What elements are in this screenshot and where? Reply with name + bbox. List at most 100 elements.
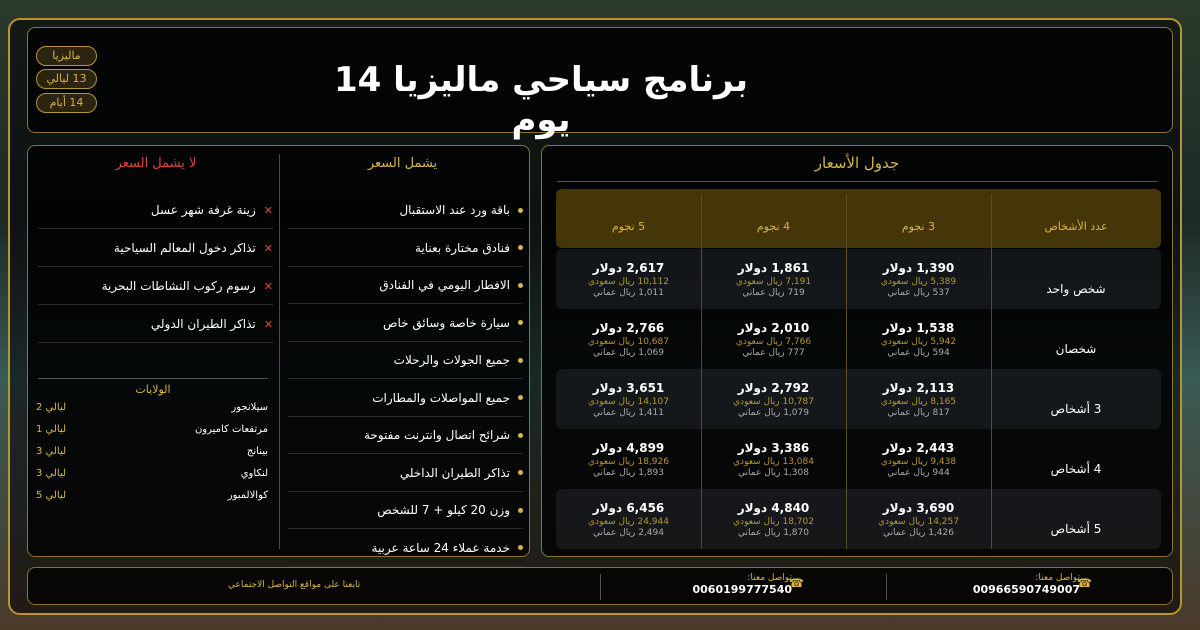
column-divider: [991, 194, 992, 549]
include-item: سيارة خاصة وسائق خاص: [288, 305, 523, 342]
item-label: تذاكر الطيران الداخلي: [399, 465, 510, 480]
phone-number[interactable]: 0060199777540: [692, 583, 793, 596]
item-label: خدمة عملاء 24 ساعة عربية: [371, 540, 511, 555]
state-row: 3 ليالي بينانج: [36, 440, 268, 462]
price-omr: 1,079 ريال عماني: [738, 408, 809, 418]
price-cell: 2,113 دولار 8,165 ريال سعودي 817 ريال عمان…: [846, 369, 991, 429]
item-label: الافطار اليومي في الفنادق: [379, 278, 510, 292]
contact-malaysia: تواصل معنا: 0060199777540: [693, 573, 793, 596]
state-row: 1 ليالي مرتفعات كاميرون: [36, 418, 268, 440]
price-sar: 7,191 ريال سعودي: [735, 277, 812, 287]
nights-badge: 13 ليالي: [36, 69, 97, 89]
price-sar: 8,165 ريال سعودي: [880, 397, 957, 407]
bullet-icon: [518, 245, 523, 250]
price-sar: 24,944 ريال سعودي: [588, 517, 669, 527]
item-label: فنادق مختارة بعناية: [414, 240, 510, 255]
state-name: بينانج: [246, 445, 268, 457]
item-label: وزن 20 كيلو + 7 للشخص: [377, 503, 510, 517]
price-sar: 13,084 ريال سعودي: [733, 457, 814, 467]
price-omr: 1,893 ريال عماني: [593, 468, 664, 478]
price-sar: 10,112 ريال سعودي: [588, 277, 669, 287]
header-5-stars: 5 نجوم: [611, 220, 646, 233]
table-row: شخص واحد 1,390 دولار 5,389 ريال سعودي 537 ر…: [556, 249, 1161, 309]
price-cell: 3,386 دولار 13,084 ريال سعودي 1,308 ريال ع…: [701, 429, 846, 489]
price-omr: 777 ريال عماني: [742, 348, 805, 358]
inclusions-panel: يشمل السعر لا يشمل السعر باقة ورد عند ال…: [27, 145, 530, 567]
price-cell: 6,456 دولار 24,944 ريال سعودي 2,494 ريال ع…: [556, 489, 701, 549]
price-sar: 10,687 ريال سعودي: [588, 337, 669, 347]
price-usd: 2,617 دولار: [592, 261, 665, 275]
price-table-title: جدول الأسعار: [557, 154, 1157, 182]
state-nights: 5 ليالي: [36, 489, 67, 501]
phone-icon: ☎: [1077, 576, 1092, 590]
price-usd: 6,456 دولار: [592, 501, 665, 515]
contact-saudi: تواصل معنا: 00966590749007: [973, 573, 1080, 596]
x-icon: ✕: [263, 241, 273, 255]
table-row: 5 أشخاص 3,690 دولار 14,257 ريال سعودي 1,426…: [556, 489, 1161, 549]
header-3-stars: 3 نجوم: [901, 220, 936, 233]
price-cell: 4,840 دولار 18,702 ريال سعودي 1,870 ريال ع…: [701, 489, 846, 549]
exclude-item: تذاكر الطيران الدولي ✕: [38, 306, 273, 343]
price-cell: 2,617 دولار 10,112 ريال سعودي 1,011 ريال ع…: [556, 249, 701, 309]
include-item: الافطار اليومي في الفنادق: [288, 267, 523, 304]
price-sar: 7,766 ريال سعودي: [735, 337, 812, 347]
table-row: 3 أشخاص 2,113 دولار 8,165 ريال سعودي 817 ري…: [556, 369, 1161, 429]
item-label: تذاكر الطيران الدولي: [150, 317, 256, 331]
price-cell: 1,538 دولار 5,942 ريال سعودي 594 ريال عمان…: [846, 309, 991, 369]
table-row: شخصان 1,538 دولار 5,942 ريال سعودي 594 ريال…: [556, 309, 1161, 369]
price-omr: 1,308 ريال عماني: [738, 468, 809, 478]
include-item: تذاكر الطيران الداخلي: [288, 455, 523, 492]
price-cell: 4,899 دولار 18,926 ريال سعودي 1,893 ريال ع…: [556, 429, 701, 489]
phone-number[interactable]: 00966590749007: [972, 583, 1080, 596]
state-row: 2 ليالي سيلانجور: [36, 396, 268, 418]
price-sar: 5,942 ريال سعودي: [880, 337, 957, 347]
item-label: جميع المواصلات والمطارات: [372, 390, 510, 405]
price-panel: جدول الأسعار عدد الأشخاص 3 نجوم 4 نجوم 5…: [541, 145, 1173, 557]
include-item: جميع المواصلات والمطارات: [288, 380, 523, 417]
x-icon: ✕: [263, 317, 273, 331]
persons-cell: 5 أشخاص: [1050, 522, 1102, 536]
price-cell: 1,390 دولار 5,389 ريال سعودي 537 ريال عمان…: [846, 249, 991, 309]
price-omr: 719 ريال عماني: [742, 288, 805, 298]
price-usd: 4,840 دولار: [737, 501, 810, 515]
exclude-item: زينة غرفة شهر عسل ✕: [38, 192, 273, 229]
price-usd: 2,443 دولار: [882, 441, 955, 455]
price-omr: 1,069 ريال عماني: [593, 348, 664, 358]
excludes-title: لا يشمل السعر: [115, 156, 197, 171]
table-row: 4 أشخاص 2,443 دولار 9,438 ريال سعودي 944 ري…: [556, 429, 1161, 489]
item-label: شرائح اتصال وانترنت مفتوحة: [364, 428, 510, 442]
price-cell: 3,690 دولار 14,257 ريال سعودي 1,426 ريال ع…: [846, 489, 991, 549]
price-usd: 2,010 دولار: [737, 321, 810, 335]
price-omr: 944 ريال عماني: [887, 468, 950, 478]
price-omr: 1,011 ريال عماني: [593, 288, 664, 298]
bullet-icon: [518, 282, 523, 288]
price-usd: 3,386 دولار: [737, 441, 810, 455]
exclude-item: رسوم ركوب النشاطات البحرية ✕: [38, 268, 273, 305]
x-icon: ✕: [263, 279, 273, 293]
item-label: تذاكر دخول المعالم السياحية: [113, 241, 256, 255]
include-item: شرائح اتصال وانترنت مفتوحة: [288, 417, 523, 454]
exclude-item: تذاكر دخول المعالم السياحية ✕: [38, 230, 273, 267]
price-cell: 1,861 دولار 7,191 ريال سعودي 719 ريال عمان…: [701, 249, 846, 309]
social-follow-text[interactable]: تابعنا على مواقع التواصل الاجتماعي: [228, 580, 361, 590]
state-nights: 3 ليالي: [36, 445, 67, 457]
price-sar: 10,787 ريال سعودي: [733, 397, 814, 407]
page-title: برنامج سياحي ماليزيا 14 يوم: [334, 60, 748, 140]
price-omr: 817 ريال عماني: [887, 408, 950, 418]
price-usd: 4,899 دولار: [592, 441, 665, 455]
state-nights: 1 ليالي: [36, 423, 67, 435]
price-usd: 2,792 دولار: [737, 381, 810, 395]
table-header: عدد الأشخاص 3 نجوم 4 نجوم 5 نجوم: [556, 189, 1161, 248]
header-4-stars: 4 نجوم: [756, 220, 791, 233]
bullet-icon: [518, 357, 523, 363]
price-usd: 3,690 دولار: [882, 501, 955, 515]
price-omr: 2,494 ريال عماني: [593, 528, 664, 538]
header-persons: عدد الأشخاص: [1044, 220, 1108, 233]
price-omr: 594 ريال عماني: [887, 348, 950, 358]
contact-label: تواصل معنا:: [1035, 573, 1080, 583]
bullet-icon: [518, 470, 523, 475]
bullet-icon: [518, 395, 523, 400]
price-sar: 9,438 ريال سعودي: [880, 457, 957, 467]
include-item: خدمة عملاء 24 ساعة عربية: [288, 530, 523, 567]
include-item: فنادق مختارة بعناية: [288, 230, 523, 267]
